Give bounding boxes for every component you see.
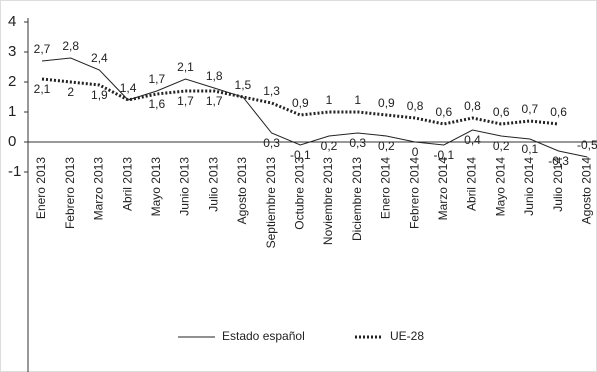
x-tick-label: Mayo 2014 xyxy=(493,157,507,217)
value-label: 1,7 xyxy=(148,72,165,86)
x-tick-label: Enero 2014 xyxy=(379,157,393,219)
value-label: 0,9 xyxy=(292,96,309,110)
value-label: 1,7 xyxy=(177,94,194,108)
x-tick-label: Julio 2014 xyxy=(551,157,565,212)
x-tick-label: Diciembre 2013 xyxy=(350,157,364,241)
value-label: 2,4 xyxy=(91,51,108,65)
x-tick-label: Junio 2014 xyxy=(522,157,536,216)
x-tick-label: Enero 2013 xyxy=(34,157,48,219)
x-tick-label: Abril 2013 xyxy=(120,157,134,211)
value-label: 1,7 xyxy=(206,94,223,108)
value-label: 0,1 xyxy=(522,142,539,156)
x-tick-label: Febrero 2013 xyxy=(63,157,77,229)
value-label: 0,9 xyxy=(378,96,395,110)
x-tick-label: Octubre 2013 xyxy=(292,157,306,230)
value-label: -0,3 xyxy=(548,154,569,168)
value-label: 2,8 xyxy=(62,39,79,53)
value-label: 0,7 xyxy=(522,102,539,116)
x-tick-label: Marzo 2014 xyxy=(436,157,450,221)
value-label: 1,9 xyxy=(91,88,108,102)
x-tick-label: Junio 2013 xyxy=(178,157,192,216)
x-tick-label: Julio 2013 xyxy=(206,157,220,212)
y-tick-label: -1 xyxy=(8,163,21,180)
value-label: 0,8 xyxy=(407,99,424,113)
value-label: 2,7 xyxy=(34,42,51,56)
y-tick-label: 3 xyxy=(8,43,16,60)
value-label: 0,4 xyxy=(464,133,481,147)
x-tick-label: Mayo 2013 xyxy=(149,157,163,217)
legend-label: UE-28 xyxy=(390,329,424,343)
value-label: 2,1 xyxy=(177,60,194,74)
value-label: 0,2 xyxy=(378,139,395,153)
value-label: 0,8 xyxy=(464,99,481,113)
y-tick-label: 4 xyxy=(8,13,16,30)
value-label: -0,1 xyxy=(433,148,454,162)
value-label: 0,6 xyxy=(435,105,452,119)
value-label: 0,6 xyxy=(493,105,510,119)
y-tick-label: 0 xyxy=(8,133,16,150)
series-line xyxy=(41,77,559,126)
value-label: 1,5 xyxy=(235,78,252,92)
y-tick-label: 1 xyxy=(8,103,16,120)
value-label: 1,4 xyxy=(120,81,137,95)
x-tick-label: Marzo 2013 xyxy=(92,157,106,221)
value-label: 2,1 xyxy=(34,82,51,96)
value-label: 0,3 xyxy=(349,136,366,150)
value-label: 0,2 xyxy=(493,139,510,153)
value-label: 1,3 xyxy=(263,84,280,98)
value-label: 1 xyxy=(326,93,333,107)
value-label: 0 xyxy=(412,145,419,159)
series-line xyxy=(41,57,588,158)
y-tick-label: 2 xyxy=(8,73,16,90)
x-tick-label: Febrero 2014 xyxy=(407,157,421,229)
legend-label: Estado español xyxy=(222,329,305,343)
value-label: 0,2 xyxy=(321,139,338,153)
value-label: 1 xyxy=(354,93,361,107)
value-label: -0,5 xyxy=(577,138,597,152)
x-tick-label: Septiembre 2013 xyxy=(264,157,278,249)
x-tick-label: Abril 2014 xyxy=(465,157,479,211)
x-tick-label: Agosto 2014 xyxy=(579,157,593,225)
value-label: 0,6 xyxy=(550,105,567,119)
x-tick-label: Agosto 2013 xyxy=(235,157,249,225)
value-label: -0,1 xyxy=(290,148,311,162)
value-label: 1,8 xyxy=(206,69,223,83)
x-tick-label: Noviembre 2013 xyxy=(321,157,335,245)
value-label: 2 xyxy=(67,85,74,99)
value-label: 1,6 xyxy=(148,97,165,111)
value-label: 0,3 xyxy=(263,136,280,150)
